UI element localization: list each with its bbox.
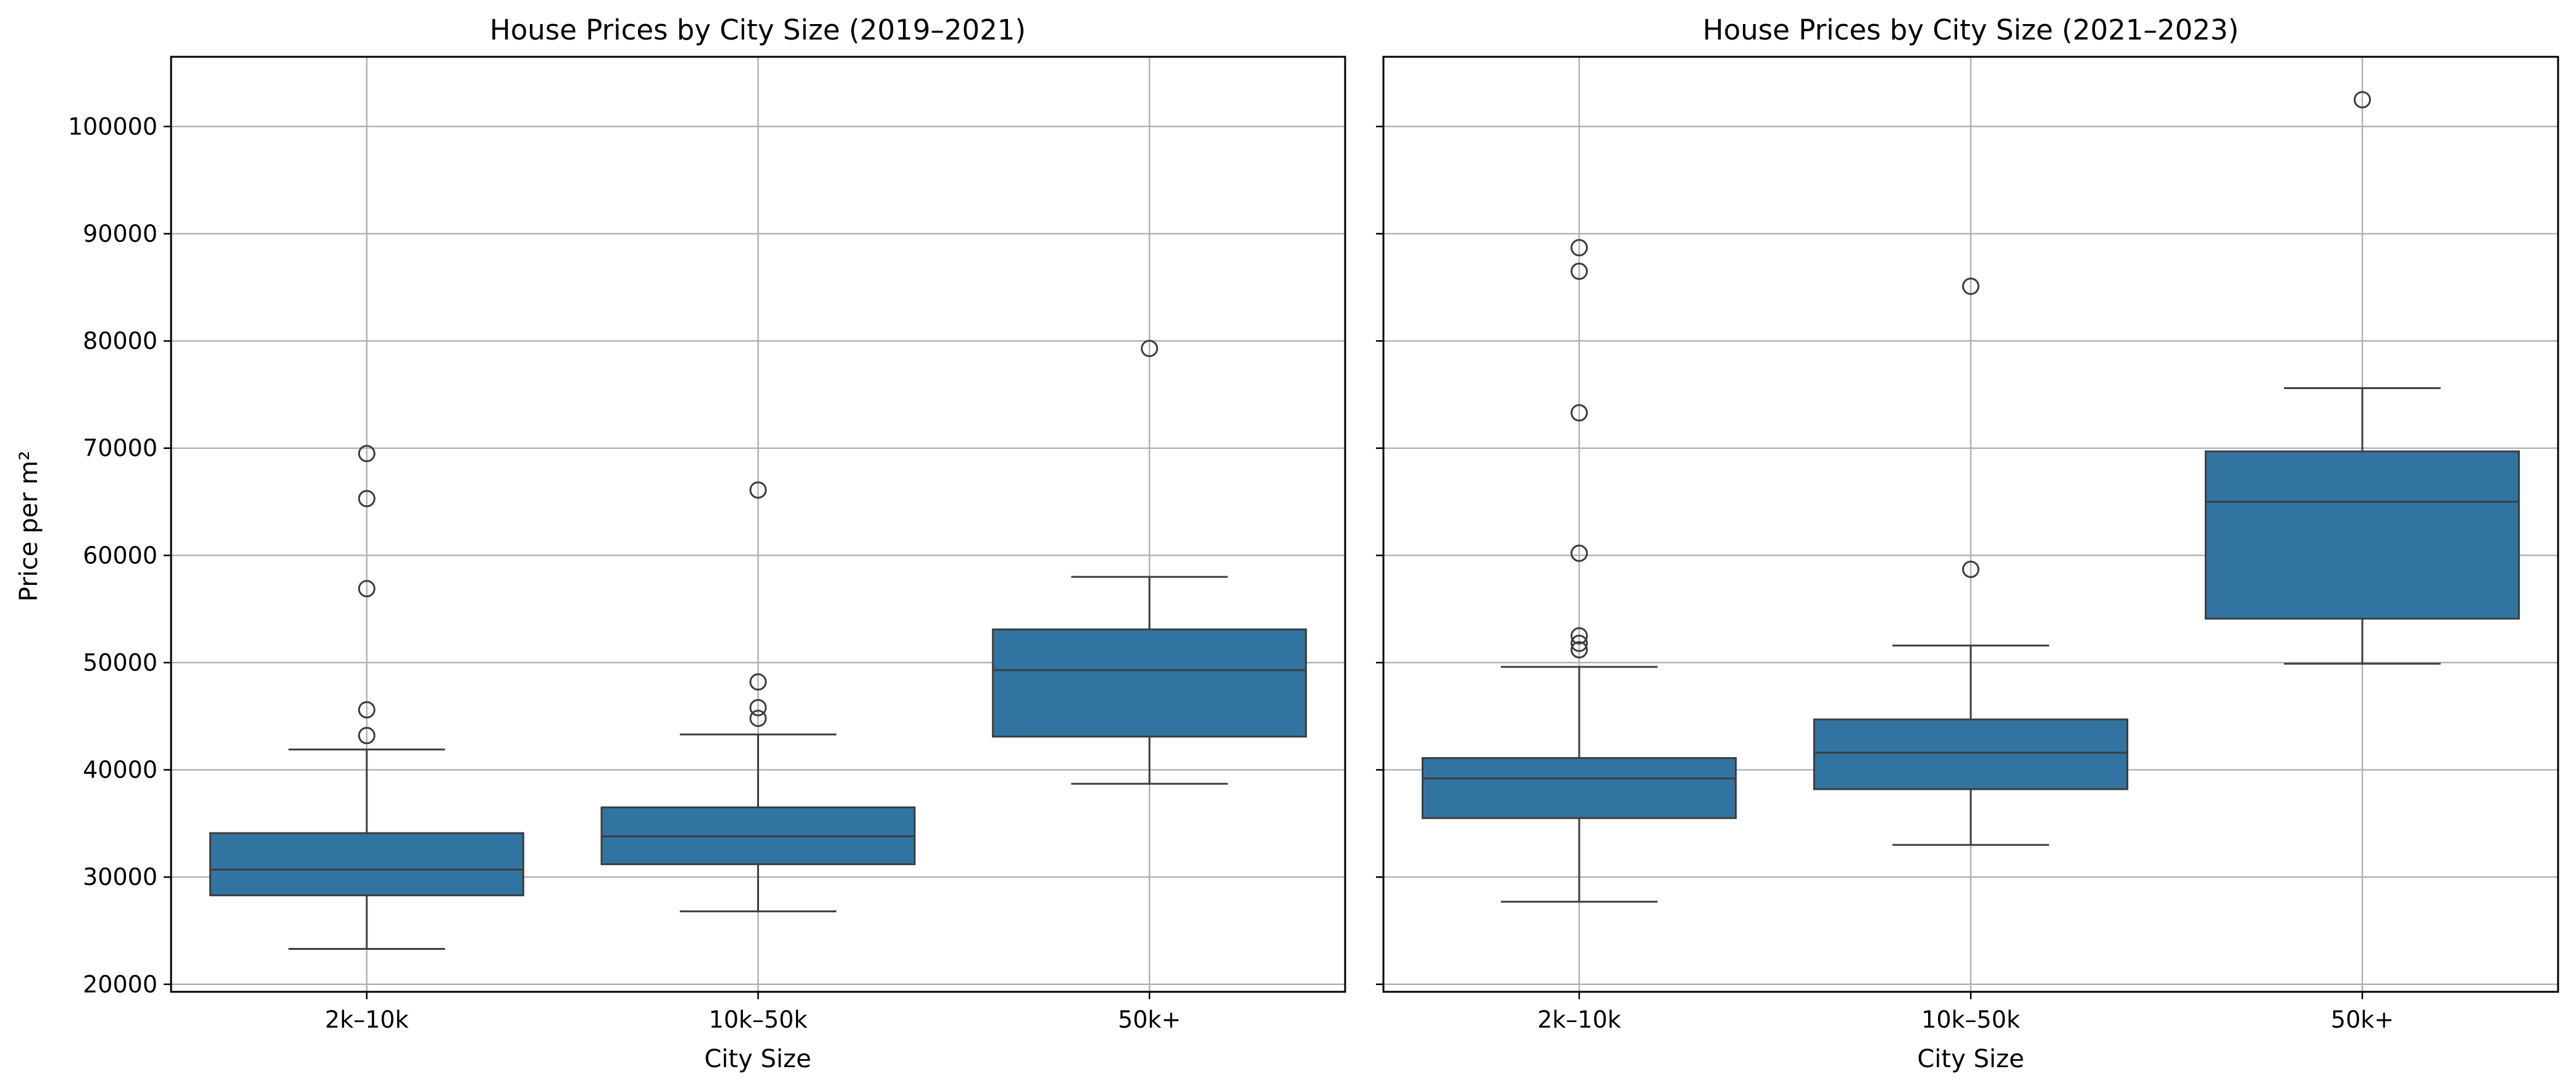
- box-iqr: [1421, 757, 1737, 820]
- outlier-point: [1571, 641, 1588, 659]
- right-chart-title: House Prices by City Size (2021–2023): [1703, 14, 2239, 46]
- y-tick-label: 50000: [83, 649, 157, 676]
- x-tick-label: 10k–50k: [1921, 1006, 2020, 1033]
- outlier-point: [358, 445, 375, 463]
- left-x-axis-label: City Size: [704, 1045, 811, 1073]
- y-tick-label: 30000: [83, 863, 157, 891]
- x-tick-label: 50k+: [1118, 1006, 1181, 1033]
- x-tick-label: 2k–10k: [1537, 1006, 1621, 1033]
- y-tick-label: 20000: [83, 971, 157, 998]
- outlier-point: [1571, 634, 1588, 652]
- outlier-point: [1571, 404, 1588, 422]
- box-1: [1813, 277, 2129, 846]
- x-tick-label: 10k–50k: [709, 1006, 808, 1033]
- left-chart-title: House Prices by City Size (2019–2021): [490, 14, 1026, 46]
- box-0: [1421, 239, 1737, 903]
- outlier-point: [1571, 262, 1588, 280]
- outlier-point: [749, 710, 767, 727]
- box-iqr: [2204, 450, 2520, 620]
- y-axis-label: Price per m²: [15, 451, 43, 602]
- y-tick-label: 100000: [68, 113, 157, 140]
- right-x-axis-label: City Size: [1917, 1045, 2024, 1073]
- left-box-plot-panel: House Prices by City Size (2019–2021) Ci…: [15, 14, 1346, 1073]
- box-iqr: [1813, 718, 2129, 790]
- outlier-point: [358, 727, 375, 745]
- outlier-point: [1571, 627, 1588, 645]
- outlier-point: [358, 701, 375, 719]
- y-tick-label: 40000: [83, 757, 157, 784]
- outlier-point: [1571, 239, 1588, 257]
- outlier-point: [2354, 91, 2371, 109]
- y-tick-label: 70000: [83, 435, 157, 462]
- x-tick-label: 2k–10k: [325, 1006, 409, 1033]
- box-iqr: [992, 628, 1307, 738]
- box-2: [2204, 91, 2520, 665]
- right-box-plot-panel: House Prices by City Size (2021–2023) Ci…: [1376, 14, 2559, 1073]
- y-tick-label: 80000: [83, 327, 157, 354]
- outlier-point: [1571, 544, 1588, 562]
- outlier-point: [358, 580, 375, 598]
- box-2: [992, 340, 1307, 785]
- outlier-point: [1962, 560, 1979, 578]
- outlier-point: [1141, 340, 1159, 358]
- box-0: [209, 445, 524, 950]
- y-tick-label: 60000: [83, 542, 157, 569]
- outlier-point: [1962, 277, 1979, 295]
- outlier-point: [358, 490, 375, 508]
- outlier-point: [749, 481, 767, 499]
- outlier-point: [749, 698, 767, 716]
- x-tick-label: 50k+: [2331, 1006, 2394, 1033]
- outlier-point: [749, 673, 767, 691]
- box-iqr: [209, 832, 524, 897]
- box-1: [600, 481, 916, 913]
- y-tick-label: 90000: [83, 220, 157, 247]
